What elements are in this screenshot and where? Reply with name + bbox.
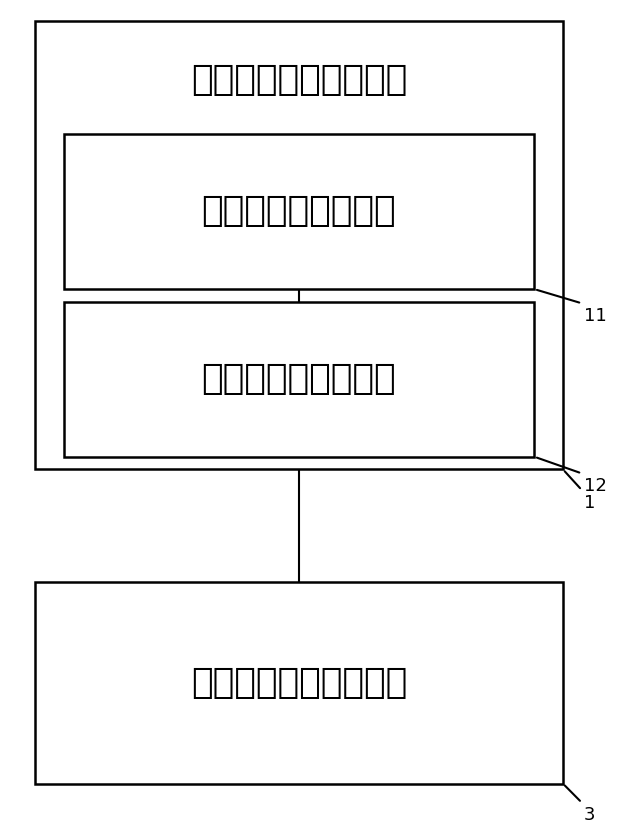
Text: 无因次温度计算模块: 无因次温度计算模块 (202, 194, 396, 228)
Text: 第二温场分布计算模块: 第二温场分布计算模块 (191, 666, 407, 700)
Bar (64, 302, 534, 457)
Text: 任意点温度计算模块: 任意点温度计算模块 (202, 362, 396, 396)
Bar (35, 21, 563, 469)
Text: 1: 1 (584, 494, 595, 511)
Bar (64, 134, 534, 289)
Bar (35, 582, 563, 784)
Text: 12: 12 (584, 477, 607, 494)
Text: 3: 3 (584, 806, 595, 824)
Text: 11: 11 (584, 307, 607, 324)
Text: 第一温场分布计算模块: 第一温场分布计算模块 (191, 63, 407, 97)
